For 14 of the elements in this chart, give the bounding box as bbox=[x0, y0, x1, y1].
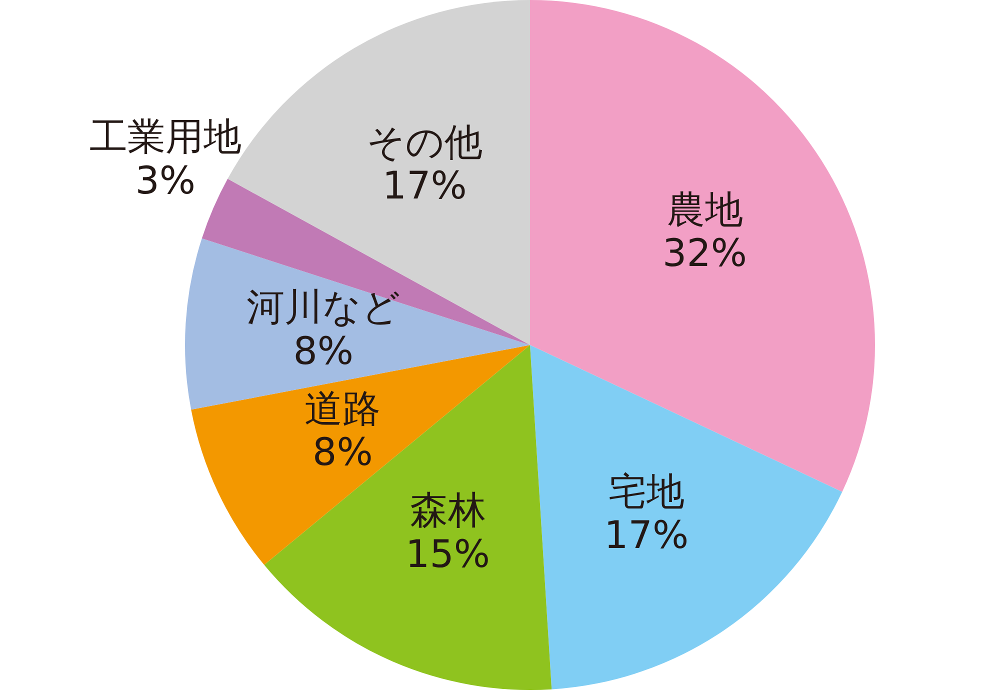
data-label: 17% bbox=[604, 513, 689, 558]
slice-label: 工業用地 bbox=[89, 114, 242, 159]
data-label: 8% bbox=[293, 328, 354, 373]
slice-label: 河川など bbox=[246, 285, 400, 330]
data-label: 32% bbox=[662, 230, 748, 275]
slice-label: 森林 bbox=[410, 488, 486, 532]
data-label: 3% bbox=[135, 158, 196, 202]
slice-label: 農地 bbox=[666, 187, 743, 232]
data-label: 17% bbox=[382, 164, 467, 208]
slice-label: 道路 bbox=[304, 386, 381, 430]
data-label: 15% bbox=[406, 532, 490, 576]
data-label: 8% bbox=[312, 430, 373, 474]
slice-label: 宅地 bbox=[608, 469, 684, 514]
slice-label: その他 bbox=[366, 120, 483, 164]
